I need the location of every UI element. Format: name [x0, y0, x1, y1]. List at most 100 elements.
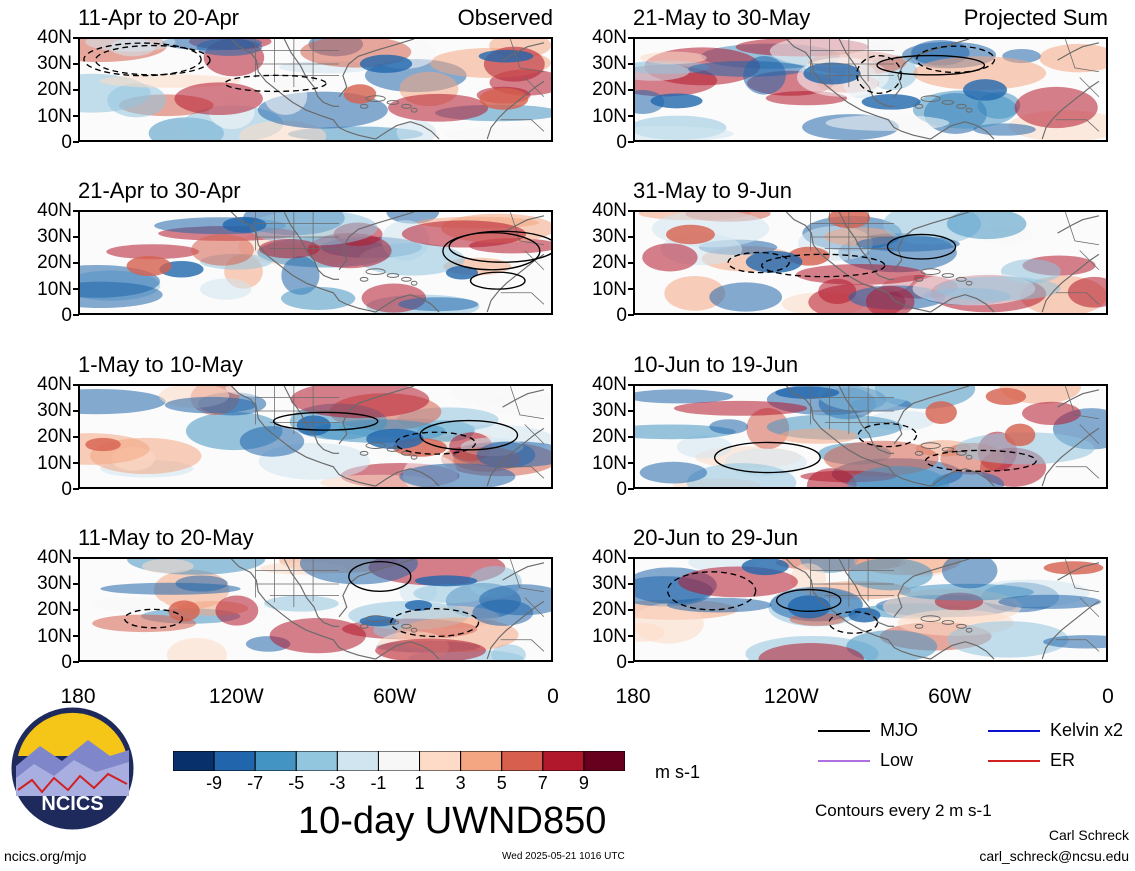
- lat-tick-label: 20N: [592, 252, 627, 274]
- legend-label: Low: [880, 750, 914, 770]
- panel-title: 20-Jun to 29-Jun: [633, 525, 799, 550]
- lat-tick: [73, 262, 79, 264]
- map-panel: [633, 210, 1108, 315]
- colorbar-tick-label: -5: [288, 773, 305, 793]
- legend-label: MJO: [880, 720, 918, 740]
- lat-tick: [628, 314, 634, 316]
- lat-tick: [73, 488, 79, 490]
- lat-tick: [73, 661, 79, 663]
- lat-tick: [73, 63, 79, 65]
- lat-tick-label: 10N: [592, 105, 627, 127]
- mjo-contours: [123, 560, 480, 638]
- lat-tick-label: 30N: [592, 400, 627, 422]
- lat-tick: [628, 141, 634, 143]
- lat-tick-label: 40N: [37, 374, 72, 395]
- panel-title: 10-Jun to 19-Jun: [633, 352, 799, 377]
- lat-tick: [628, 557, 634, 559]
- lat-tick: [73, 141, 79, 143]
- colorbar-swatch: [377, 750, 421, 772]
- lat-tick: [628, 89, 634, 91]
- colorbar: [172, 750, 626, 772]
- wind-anomaly-field: [91, 559, 551, 660]
- wind-anomaly-field: [80, 386, 551, 487]
- figure-title: 10-day UWND850: [298, 800, 607, 842]
- colorbar-swatch: [419, 750, 462, 772]
- colorbar-swatch: [336, 750, 379, 772]
- colorbar-swatch: [172, 750, 215, 772]
- colorbar-swatch: [213, 750, 256, 772]
- lon-tick-label: 120W: [763, 685, 819, 708]
- footer-email: carl_schreck@ncsu.edu: [979, 848, 1129, 864]
- lat-tick-label: 0: [61, 304, 72, 326]
- map-panel: [78, 557, 553, 662]
- logo-sun: [18, 712, 127, 756]
- lat-tick-label: 30N: [37, 573, 72, 595]
- lat-tick-label: 40N: [592, 27, 627, 48]
- map-panel: [633, 557, 1108, 662]
- lat-tick-label: 40N: [37, 27, 72, 48]
- lat-tick-label: 40N: [592, 374, 627, 395]
- panel-title: 21-May to 30-May: [633, 5, 811, 30]
- colorbar-swatch: [501, 750, 544, 772]
- lat-tick: [73, 115, 79, 117]
- lat-tick: [628, 462, 634, 464]
- colorbar-tick-label: -3: [329, 773, 346, 793]
- caribbean-islands: [359, 442, 418, 460]
- lon-tick-label: 60W: [373, 685, 417, 708]
- lat-tick-label: 10N: [592, 278, 627, 300]
- colorbar-swatch: [254, 750, 297, 772]
- lat-tick-label: 0: [616, 131, 627, 153]
- wind-anomaly-field: [80, 39, 551, 140]
- lat-tick-label: 0: [61, 478, 72, 500]
- lat-tick: [628, 488, 634, 490]
- map-panel: [78, 210, 553, 315]
- wind-anomaly-field: [635, 39, 1106, 140]
- wind-anomaly-field: [638, 212, 1106, 313]
- panel-title: 11-May to 20-May: [78, 525, 254, 550]
- legend-line: [988, 730, 1040, 732]
- footer-url: ncics.org/mjo: [4, 848, 87, 864]
- map-panel: [633, 384, 1108, 489]
- mjo-contours: [856, 45, 996, 94]
- mjo-contours: [713, 422, 1037, 474]
- colorbar-tick-label: -9: [206, 773, 223, 793]
- lat-tick-label: 10N: [37, 625, 72, 647]
- lat-tick: [73, 236, 79, 238]
- lat-tick-label: 30N: [37, 53, 72, 75]
- wind-anomaly-field: [80, 212, 551, 313]
- lat-tick-label: 30N: [592, 226, 627, 248]
- lat-tick-label: 0: [61, 131, 72, 153]
- lat-tick: [628, 609, 634, 611]
- lat-tick-label: 20N: [592, 79, 627, 101]
- lat-tick: [73, 436, 79, 438]
- logo-temperature-line: [17, 772, 128, 794]
- coastlines: [230, 39, 545, 140]
- colorbar-units: m s-1: [655, 762, 700, 782]
- lat-tick: [628, 115, 634, 117]
- colorbar-tick-label: -7: [247, 773, 264, 793]
- colorbar-tick-label: 1: [414, 773, 425, 793]
- lat-tick: [73, 288, 79, 290]
- lat-tick: [628, 37, 634, 39]
- lat-tick-label: 0: [616, 478, 627, 500]
- caribbean-islands: [359, 95, 418, 113]
- coastlines: [230, 386, 545, 487]
- lat-tick: [628, 236, 634, 238]
- map-panel: [78, 37, 553, 142]
- caribbean-islands: [914, 615, 973, 633]
- coastlines: [230, 559, 545, 660]
- lat-tick: [73, 462, 79, 464]
- lat-tick-label: 40N: [592, 547, 627, 568]
- lon-tick-label: 0: [547, 685, 559, 708]
- lat-tick-label: 20N: [37, 252, 72, 274]
- panel-corner-label: Observed: [457, 5, 553, 30]
- lon-tick-label: 0: [1102, 685, 1114, 708]
- caribbean-islands: [914, 442, 973, 460]
- lon-tick-label: 60W: [928, 685, 972, 708]
- lat-tick: [73, 314, 79, 316]
- caribbean-islands: [914, 95, 973, 113]
- contour-note: Contours every 2 m s-1: [815, 801, 992, 820]
- lat-tick: [628, 288, 634, 290]
- lat-tick-label: 20N: [592, 599, 627, 621]
- lat-tick-label: 20N: [37, 599, 72, 621]
